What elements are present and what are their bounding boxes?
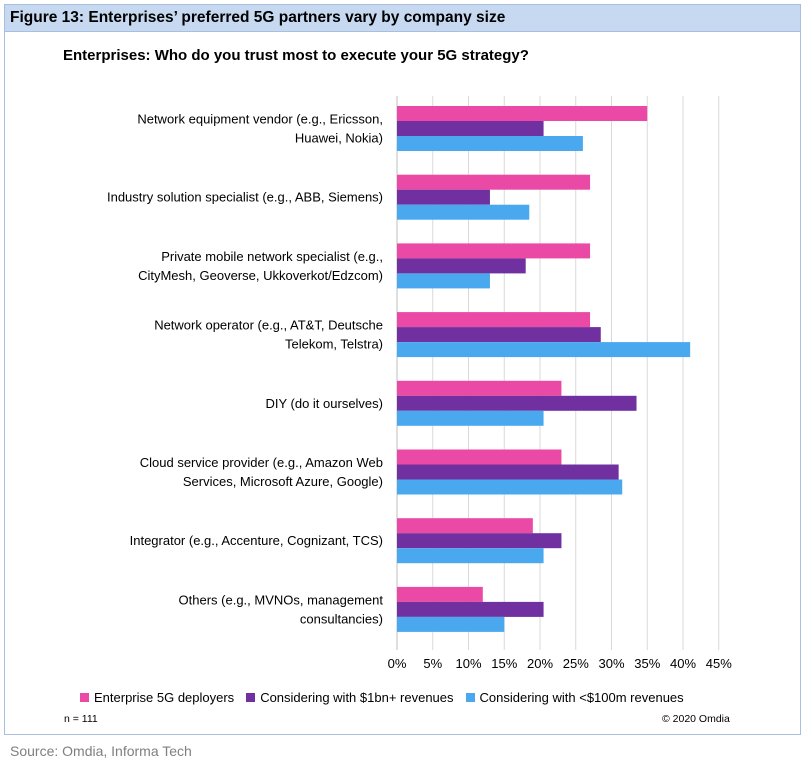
bar xyxy=(397,189,490,205)
legend-label-100m: Considering with <$100m revenues xyxy=(479,690,684,705)
sample-size-note: n = 111 xyxy=(64,713,98,725)
bar xyxy=(397,312,591,328)
bar xyxy=(397,174,591,190)
bar xyxy=(397,121,544,136)
bar xyxy=(397,616,505,632)
legend-item-100m: Considering with <$100m revenues xyxy=(465,690,684,705)
source-note: Source: Omdia, Informa Tech xyxy=(10,743,192,759)
category-label: DIY (do it ourselves) xyxy=(265,396,383,411)
bar xyxy=(397,449,562,465)
figure-header: Figure 13: Enterprises’ preferred 5G par… xyxy=(5,5,800,32)
category-label: Others (e.g., MVNOs, management xyxy=(179,592,384,607)
bar xyxy=(397,136,583,151)
copyright-note: © 2020 Omdia xyxy=(662,713,730,725)
category-label: Private mobile network specialist (e.g., xyxy=(161,249,383,264)
legend-item-1bn: Considering with $1bn+ revenues xyxy=(246,690,454,705)
figure-title: Figure 13: Enterprises’ preferred 5G par… xyxy=(10,9,506,26)
category-label: Cloud service provider (e.g., Amazon Web xyxy=(140,455,383,470)
category-label: consultancies) xyxy=(300,611,383,626)
category-label: Network equipment vendor (e.g., Ericsson… xyxy=(137,112,383,127)
bar xyxy=(397,533,562,549)
bar xyxy=(397,518,533,534)
bar xyxy=(397,327,601,343)
x-tick-label: 15% xyxy=(491,656,517,671)
legend-swatch-deployers xyxy=(80,693,89,702)
bar xyxy=(397,204,530,220)
x-tick-label: 0% xyxy=(388,656,407,671)
category-label: Services, Microsoft Azure, Google) xyxy=(183,474,383,489)
category-label: CityMesh, Geoverse, Ukkoverkot/Edzcom) xyxy=(138,268,383,283)
x-tick-label: 40% xyxy=(670,656,696,671)
category-label: Integrator (e.g., Accenture, Cognizant, … xyxy=(130,533,383,548)
x-tick-label: 20% xyxy=(527,656,553,671)
bar xyxy=(397,601,544,617)
bar xyxy=(397,479,623,495)
bar xyxy=(397,342,691,358)
bar xyxy=(397,586,483,602)
legend-label-1bn: Considering with $1bn+ revenues xyxy=(260,690,454,705)
bar xyxy=(397,548,544,564)
bar xyxy=(397,410,544,426)
bar xyxy=(397,273,490,289)
x-tick-label: 5% xyxy=(423,656,442,671)
x-tick-label: 25% xyxy=(563,656,589,671)
legend-swatch-1bn xyxy=(246,693,256,702)
category-label: Huawei, Nokia) xyxy=(295,131,383,146)
x-tick-label: 30% xyxy=(598,656,624,671)
bar xyxy=(397,106,648,121)
legend-label-deployers: Enterprise 5G deployers xyxy=(94,690,235,705)
category-label: Industry solution specialist (e.g., ABB,… xyxy=(107,190,383,205)
bar xyxy=(397,380,562,396)
bar xyxy=(397,464,619,480)
legend-item-deployers: Enterprise 5G deployers xyxy=(80,690,234,705)
x-tick-label: 45% xyxy=(706,656,732,671)
legend-swatch-100m xyxy=(465,693,475,702)
category-label: Network operator (e.g., AT&T, Deutsche xyxy=(154,318,383,333)
chart-legend: Enterprise 5G deployers Considering with… xyxy=(80,690,696,705)
bar xyxy=(397,258,526,274)
bar xyxy=(397,243,591,259)
category-label: Telekom, Telstra) xyxy=(285,337,383,352)
bar xyxy=(397,395,637,411)
chart-title: Enterprises: Who do you trust most to ex… xyxy=(63,47,529,64)
x-tick-label: 10% xyxy=(455,656,481,671)
x-tick-label: 35% xyxy=(634,656,660,671)
